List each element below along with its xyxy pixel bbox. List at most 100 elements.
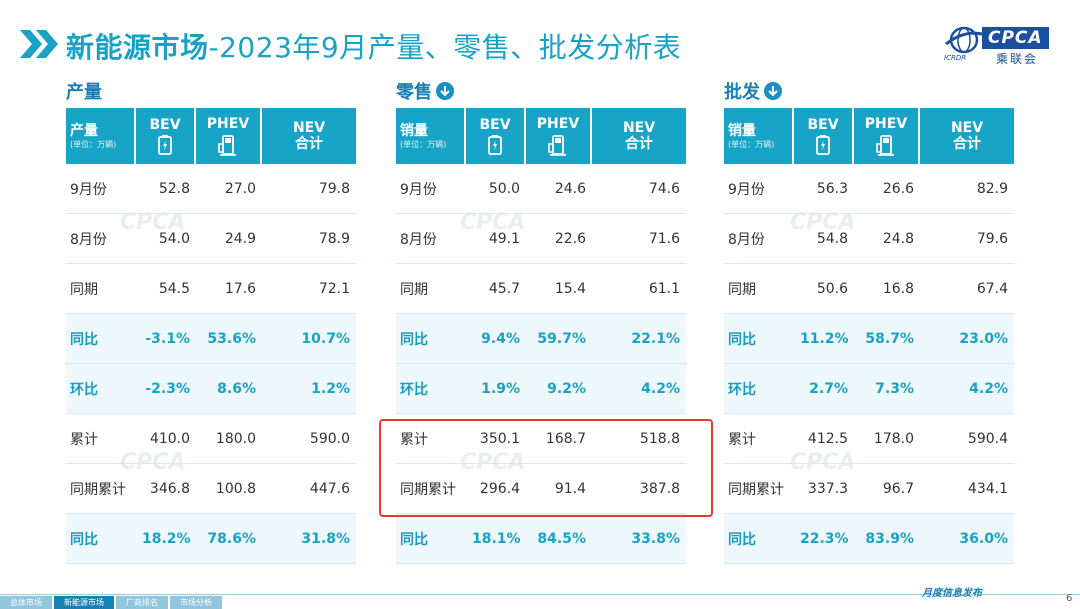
table-row: 同期累计 296.4 91.4 387.8 <box>396 464 686 514</box>
header-nev-label: NEV <box>292 120 326 136</box>
header-label-cell: 销量 (单位：万辆) <box>724 108 794 164</box>
table-row: 同比 9.4% 59.7% 22.1% <box>396 314 686 364</box>
title-sub: -2023年9月产量、零售、批发分析表 <box>208 31 682 64</box>
nev-value: 387.8 <box>592 464 686 514</box>
header-nev: NEV 合计 <box>920 108 1014 164</box>
footer-tab[interactable]: 新能源市场 <box>54 596 114 609</box>
nev-value: 71.6 <box>592 214 686 264</box>
table-row: 环比 2.7% 7.3% 4.2% <box>724 364 1014 414</box>
bev-value: 50.0 <box>466 164 526 214</box>
logo-brand: CPCA <box>982 27 1049 49</box>
section-production: 产量 产量 (单位：万辆) BEV PHEV NEV 合计 9月份 52.8 27.0 79.8 8月… <box>66 78 356 564</box>
bev-value: 9.4% <box>466 314 526 364</box>
footer: 总体市场 新能源市场 厂商排名 市场分析 <box>0 594 1080 609</box>
row-label: 环比 <box>66 364 136 414</box>
table-row: 同期 54.5 17.6 72.1 <box>66 264 356 314</box>
unit-label: (单位：万辆) <box>400 139 447 149</box>
table-row: 8月份 49.1 22.6 71.6 <box>396 214 686 264</box>
row-label: 累计 <box>66 414 136 464</box>
phev-value: 22.6 <box>526 214 592 264</box>
header-label: 销量 <box>400 122 428 139</box>
footer-tab[interactable]: 厂商排名 <box>116 596 168 609</box>
bev-value: 22.3% <box>794 514 854 564</box>
battery-icon <box>488 135 502 155</box>
table-row: 8月份 54.0 24.9 78.9 <box>66 214 356 264</box>
phev-value: 7.3% <box>854 364 920 414</box>
bev-value: 296.4 <box>466 464 526 514</box>
header-phev: PHEV <box>526 108 592 164</box>
row-label: 同期 <box>66 264 136 314</box>
nev-value: 434.1 <box>920 464 1014 514</box>
table-row: 环比 1.9% 9.2% 4.2% <box>396 364 686 414</box>
table-row: 累计 350.1 168.7 518.8 <box>396 414 686 464</box>
section-title-text: 零售 <box>396 82 432 103</box>
header-label-cell: 产量 (单位：万辆) <box>66 108 136 164</box>
bev-value: 1.9% <box>466 364 526 414</box>
header-bev: BEV <box>794 108 854 164</box>
phev-value: 53.6% <box>196 314 262 364</box>
bev-value: 56.3 <box>794 164 854 214</box>
footer-tab[interactable]: 市场分析 <box>170 596 222 609</box>
row-label: 环比 <box>724 364 794 414</box>
table-header-row: 产量 (单位：万辆) BEV PHEV NEV 合计 <box>66 108 356 164</box>
section-title: 产量 <box>66 78 356 104</box>
bev-value: 350.1 <box>466 414 526 464</box>
table-header-row: 销量 (单位：万辆) BEV PHEV NEV 合计 <box>724 108 1014 164</box>
table-row: 8月份 54.8 24.8 79.6 <box>724 214 1014 264</box>
row-label: 同期 <box>396 264 466 314</box>
table-row: 同比 22.3% 83.9% 36.0% <box>724 514 1014 564</box>
bev-value: 346.8 <box>136 464 196 514</box>
phev-value: 100.8 <box>196 464 262 514</box>
header-nev: NEV 合计 <box>262 108 356 164</box>
table-row: 同比 18.2% 78.6% 31.8% <box>66 514 356 564</box>
unit-label: (单位：万辆) <box>70 139 117 149</box>
watermark: CPCA <box>120 210 186 235</box>
row-label: 累计 <box>396 414 466 464</box>
table-row: 9月份 50.0 24.6 74.6 <box>396 164 686 214</box>
bev-value: -3.1% <box>136 314 196 364</box>
header-bev-label: BEV <box>479 117 511 133</box>
phev-value: 15.4 <box>526 264 592 314</box>
bev-value: 54.0 <box>136 214 196 264</box>
bev-value: 54.8 <box>794 214 854 264</box>
watermark: CPCA <box>120 450 186 475</box>
bev-value: 54.5 <box>136 264 196 314</box>
table-row: 累计 410.0 180.0 590.0 <box>66 414 356 464</box>
phev-value: 78.6% <box>196 514 262 564</box>
monthly-release-label: 月度信息发布 <box>922 588 982 599</box>
phev-value: 9.2% <box>526 364 592 414</box>
row-label: 同比 <box>724 314 794 364</box>
nev-value: 67.4 <box>920 264 1014 314</box>
bev-value: 18.2% <box>136 514 196 564</box>
nev-value: 82.9 <box>920 164 1014 214</box>
watermark: CPCA <box>790 450 856 475</box>
row-label: 同期累计 <box>724 464 794 514</box>
section-title-text: 产量 <box>66 82 102 103</box>
bev-value: 11.2% <box>794 314 854 364</box>
header-phev: PHEV <box>854 108 920 164</box>
nev-value: 447.6 <box>262 464 356 514</box>
row-label: 环比 <box>396 364 466 414</box>
nev-value: 79.8 <box>262 164 356 214</box>
bev-value: 52.8 <box>136 164 196 214</box>
table-row: 同期 50.6 16.8 67.4 <box>724 264 1014 314</box>
bev-value: 410.0 <box>136 414 196 464</box>
section-title-text: 批发 <box>724 82 760 103</box>
nev-value: 36.0% <box>920 514 1014 564</box>
row-label: 同期 <box>724 264 794 314</box>
row-label: 8月份 <box>66 214 136 264</box>
data-table: 销量 (单位：万辆) BEV PHEV NEV 合计 9月份 56.3 26.6 82.9 8月份 5… <box>724 108 1014 564</box>
phev-value: 58.7% <box>854 314 920 364</box>
header-label: 销量 <box>728 122 756 139</box>
header-label-cell: 销量 (单位：万辆) <box>396 108 466 164</box>
header-nev-total: 合计 <box>295 136 323 152</box>
logo-chinese: 乘联会 <box>996 52 1039 66</box>
nev-value: 74.6 <box>592 164 686 214</box>
page-number: 6 <box>1066 593 1073 604</box>
charging-station-icon <box>218 135 236 156</box>
table-row: 累计 412.5 178.0 590.4 <box>724 414 1014 464</box>
row-label: 累计 <box>724 414 794 464</box>
footer-tab[interactable]: 总体市场 <box>0 596 52 609</box>
nev-value: 72.1 <box>262 264 356 314</box>
section-retail: 零售 销量 (单位：万辆) BEV PHEV NEV 合计 9月份 50.0 24.6 74.6 8月… <box>396 78 686 564</box>
